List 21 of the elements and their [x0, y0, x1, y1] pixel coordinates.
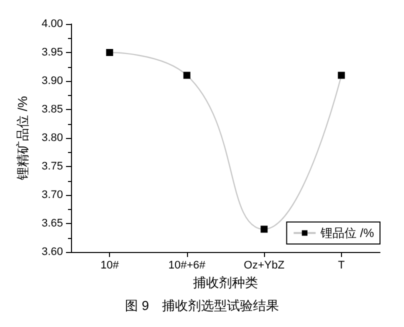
y-tick-label: 3.75	[42, 160, 63, 172]
point	[183, 72, 190, 79]
x-tick-label: 10#	[100, 260, 120, 272]
y-tick-label: 3.85	[42, 104, 63, 116]
y-tick-label: 3.60	[42, 246, 63, 258]
point	[260, 226, 268, 233]
y-tick-label: 4.00	[42, 18, 63, 30]
y-tick-label: 3.90	[42, 75, 63, 87]
y-tick-label: 3.65	[42, 218, 63, 230]
y-tick-label: 3.95	[42, 46, 63, 58]
point	[106, 49, 114, 56]
x-tick-label: T	[338, 260, 346, 272]
legend-label: 锂品位 /%	[320, 226, 374, 240]
x-axis-title: 捕收剂种类	[193, 274, 258, 290]
y-tick-label: 3.70	[42, 189, 63, 201]
y-axis-title: 锂精矿品位 /%	[15, 96, 30, 181]
x-tick-label: 10#+6#	[168, 260, 206, 272]
x-tick-label: Oz+YbZ	[244, 260, 285, 272]
y-tick-label: 3.80	[42, 132, 63, 144]
point	[338, 72, 345, 79]
text: 图 9 捕收剂选型试验结果	[125, 298, 279, 313]
